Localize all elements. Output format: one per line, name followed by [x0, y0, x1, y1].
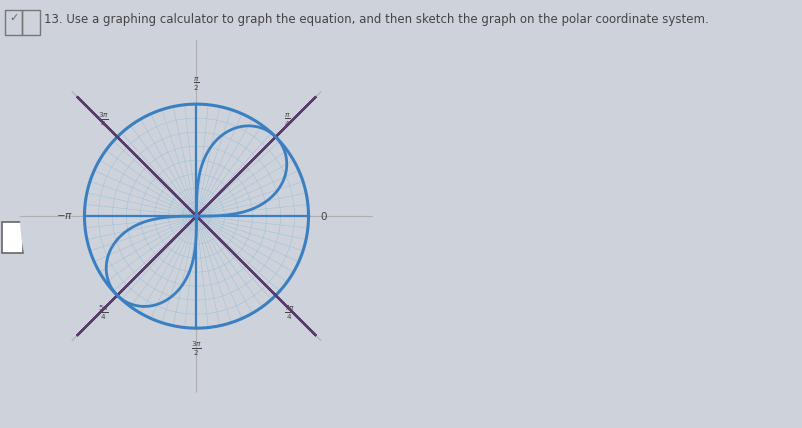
Text: $\frac{\pi}{4}$: $\frac{\pi}{4}$	[284, 112, 290, 129]
Text: 13. Use a graphing calculator to graph the equation, and then sketch the graph o: 13. Use a graphing calculator to graph t…	[44, 13, 709, 26]
Text: ✓: ✓	[10, 13, 19, 23]
Text: $\frac{3\pi}{4}$: $\frac{3\pi}{4}$	[99, 110, 109, 129]
Text: Select two that apply.: Select two that apply.	[68, 94, 196, 107]
Text: $-\pi$: $-\pi$	[56, 211, 73, 221]
Text: $\frac{5\pi}{4}$: $\frac{5\pi}{4}$	[99, 303, 109, 322]
Text: $\frac{\pi}{2}$: $\frac{\pi}{2}$	[193, 76, 200, 93]
FancyBboxPatch shape	[2, 222, 23, 253]
Text: $\frac{7\pi}{4}$: $\frac{7\pi}{4}$	[284, 303, 294, 322]
Text: $r^2 = 9\sin 2\theta$: $r^2 = 9\sin 2\theta$	[68, 158, 148, 177]
Text: $\frac{3\pi}{2}$: $\frac{3\pi}{2}$	[191, 339, 202, 358]
Text: $0$: $0$	[320, 210, 327, 222]
